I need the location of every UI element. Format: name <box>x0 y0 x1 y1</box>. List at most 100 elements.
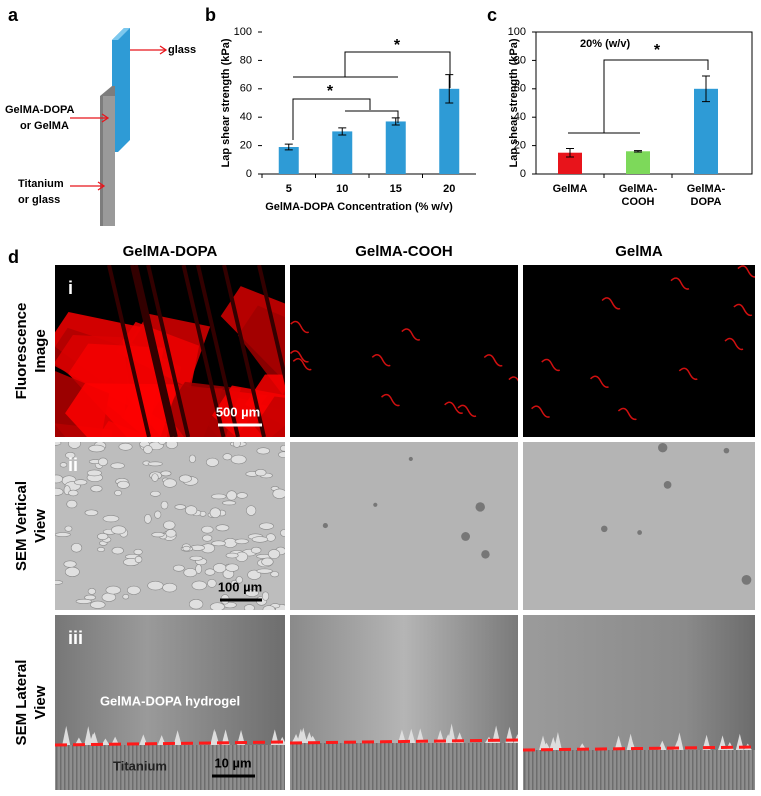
interface-debris <box>305 731 314 743</box>
surface-feature <box>172 564 185 572</box>
interface-debris <box>407 728 416 743</box>
y-tick-label: 20 <box>240 140 252 152</box>
surface-feature <box>243 604 255 610</box>
fluorescence-image <box>290 265 518 437</box>
surface-feature <box>215 524 230 532</box>
sem-vertical-image <box>523 442 755 610</box>
interface-debris <box>298 730 307 743</box>
scale-bar-label: 10 µm <box>214 755 251 770</box>
surface-feature <box>55 579 64 585</box>
surface-feature <box>261 591 270 601</box>
surface-feature <box>64 525 73 532</box>
surface-feature <box>272 488 285 499</box>
micrograph <box>523 265 755 437</box>
fluorescence-signal <box>601 297 621 310</box>
row-label: View <box>32 509 49 543</box>
surface-feature <box>102 515 120 523</box>
dark-crack <box>146 265 191 437</box>
surface-feature <box>182 545 191 552</box>
surface-feature <box>637 530 642 535</box>
interface-debris <box>626 733 635 750</box>
surface-feature <box>90 600 106 609</box>
surface-feature <box>255 469 267 477</box>
significance-bracket <box>603 59 709 133</box>
interface-debris <box>101 738 110 745</box>
error-bar <box>445 74 454 104</box>
surface-feature <box>98 457 108 467</box>
error-bar <box>634 150 642 153</box>
surface-feature <box>59 462 68 468</box>
glass-slab <box>112 28 130 152</box>
fluorescence-signal <box>290 320 310 334</box>
surface-feature <box>133 548 143 555</box>
surface-feature <box>723 447 730 454</box>
surface-feature <box>70 543 83 553</box>
surface-feature <box>65 451 76 459</box>
row-numeral: i <box>68 278 73 298</box>
image-annotation: GelMA-DOPA hydrogel <box>100 693 240 708</box>
surface-feature <box>461 532 471 541</box>
column-header: GelMA-DOPA <box>123 243 218 260</box>
micrograph <box>55 442 285 610</box>
fluorescence-signal <box>371 354 391 367</box>
surface-feature <box>143 445 153 454</box>
fluorescence-signal <box>401 328 421 341</box>
y-tick-label: 100 <box>508 26 526 38</box>
surface-feature <box>151 473 159 482</box>
interface-line <box>55 740 285 747</box>
error-bar <box>702 75 710 103</box>
surface-feature <box>246 505 257 516</box>
row-label: Fluorescence <box>13 303 30 400</box>
dark-crack <box>133 265 178 437</box>
annotation: 20% (w/v) <box>580 38 630 50</box>
surface-feature <box>147 580 164 591</box>
surface-feature <box>234 538 249 545</box>
decoration <box>55 28 755 790</box>
panel-label: d <box>8 247 19 267</box>
interface-debris <box>416 728 425 743</box>
row-label: Image <box>32 329 49 372</box>
surface-feature <box>235 576 243 584</box>
surface-feature <box>663 481 672 489</box>
titanium-face <box>103 96 115 226</box>
surface-feature <box>232 442 241 448</box>
surface-feature <box>87 588 96 595</box>
interface-debris <box>549 736 558 750</box>
bar <box>558 152 582 174</box>
surface-feature <box>55 487 64 496</box>
surface-feature <box>262 605 276 610</box>
dark-crack <box>222 265 266 437</box>
significance-bracket <box>345 110 399 123</box>
arrow-head <box>97 181 106 191</box>
micrograph <box>290 615 518 790</box>
surface-feature <box>117 480 130 489</box>
bar <box>439 88 460 174</box>
schematic-label: or GelMA <box>20 120 69 132</box>
surface-feature <box>55 442 62 446</box>
y-tick-label: 100 <box>234 26 252 38</box>
surface-feature <box>481 550 490 559</box>
surface-feature <box>68 442 81 449</box>
surface-feature <box>658 443 668 453</box>
x-tick-label: 20 <box>443 183 455 195</box>
surface-feature <box>118 442 133 451</box>
surface-feature <box>225 552 239 559</box>
bar <box>626 151 650 174</box>
micrograph <box>523 615 755 790</box>
x-axis-label: GelMA-DOPA Concentration (% w/v) <box>265 201 453 213</box>
annotation: * <box>327 83 334 100</box>
surface-feature <box>259 522 274 530</box>
surface-feature <box>230 454 247 465</box>
schematic-label: glass <box>168 44 196 56</box>
surface-feature <box>261 557 274 567</box>
y-tick-label: 20 <box>514 140 526 152</box>
y-tick-label: 40 <box>240 111 252 123</box>
interface-debris <box>397 729 406 743</box>
surface-feature <box>222 453 233 461</box>
surface-feature <box>280 529 285 537</box>
surface-feature <box>55 532 71 537</box>
schematic-label: GelMA-DOPA <box>5 104 75 116</box>
significance-bracket <box>344 51 451 88</box>
schematic-label: Titanium <box>18 178 64 190</box>
